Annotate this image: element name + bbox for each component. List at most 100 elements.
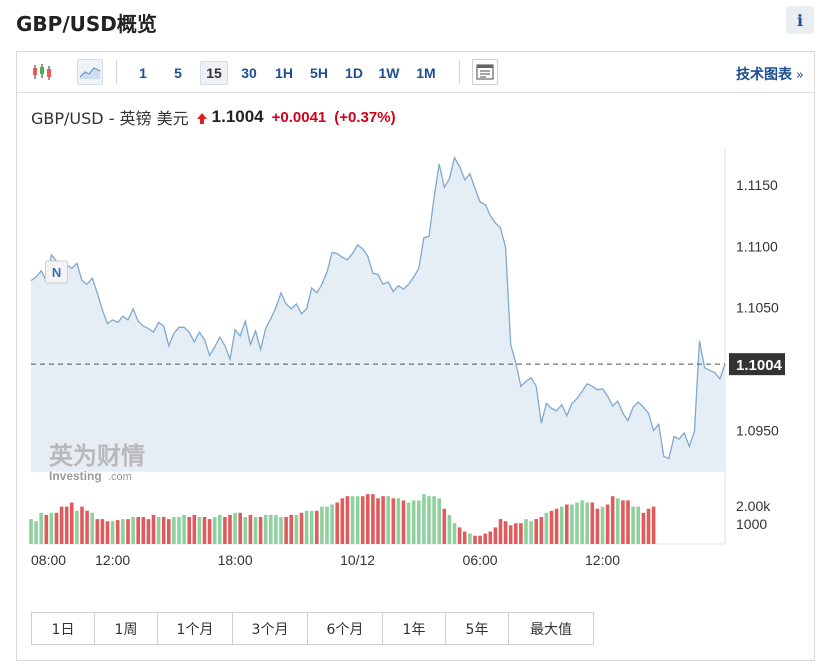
volume-bar xyxy=(360,496,365,544)
volume-bar xyxy=(590,502,595,544)
volume-bar xyxy=(279,517,283,544)
info-button[interactable]: i xyxy=(786,6,814,34)
volume-bar xyxy=(605,504,610,544)
volume-bar xyxy=(498,519,503,544)
volume-bar xyxy=(228,514,232,544)
quote-change: +0.0041 xyxy=(271,108,327,126)
volume-bar xyxy=(136,517,140,544)
volume-bar xyxy=(442,508,447,544)
volume-bar xyxy=(161,517,166,544)
range-button[interactable]: 3个月 xyxy=(233,613,308,644)
timeframe-button[interactable]: 1D xyxy=(345,65,363,81)
news-marker xyxy=(45,260,69,284)
volume-bar xyxy=(258,517,263,544)
quote-symbol: GBP/USD - 英镑 美元 xyxy=(31,109,189,128)
volume-bar xyxy=(34,521,38,544)
volume-bar xyxy=(248,514,253,544)
range-button[interactable]: 5年 xyxy=(446,613,509,644)
volume-bar xyxy=(126,519,130,544)
range-button[interactable]: 6个月 xyxy=(308,613,383,644)
volume-bar xyxy=(401,500,406,544)
x-tick-label: 08:00 xyxy=(31,552,66,568)
volume-bar xyxy=(151,514,156,544)
volume-bar xyxy=(575,502,579,544)
range-button[interactable]: 1周 xyxy=(95,613,158,644)
volume-bar xyxy=(651,506,656,544)
volume-bar xyxy=(320,506,324,544)
range-button[interactable]: 1年 xyxy=(383,613,446,644)
volume-bar xyxy=(289,514,293,544)
range-button[interactable]: 最大值 xyxy=(509,613,593,644)
volume-bar xyxy=(340,498,345,544)
volume-bar xyxy=(626,500,630,544)
volume-bar xyxy=(406,502,411,544)
x-tick-label: 12:00 xyxy=(585,552,620,568)
volume-bar xyxy=(49,512,54,544)
volume-bar xyxy=(549,510,554,544)
volume-bar xyxy=(115,520,120,544)
volume-bar xyxy=(621,500,625,544)
watermark-logo: 英为财情 xyxy=(49,442,145,470)
volume-bar xyxy=(90,512,94,544)
range-selector: 1日 1周 1个月 3个月 6个月 1年 5年 最大值 xyxy=(31,612,594,645)
timeframe-button[interactable]: 1W xyxy=(378,65,400,81)
timeframe-button[interactable]: 5 xyxy=(174,65,182,81)
volume-bar xyxy=(70,502,74,544)
volume-bar xyxy=(335,502,339,544)
volume-bar xyxy=(110,521,115,544)
timeframe-button[interactable]: 1 xyxy=(139,65,147,81)
volume-bar xyxy=(452,523,457,544)
technical-chart-label: 技术图表 xyxy=(736,67,793,83)
volume-bar xyxy=(253,517,258,544)
volume-bar xyxy=(514,523,518,544)
volume-bar xyxy=(274,514,278,544)
volume-bar xyxy=(182,514,186,544)
last-price-tag xyxy=(729,353,785,376)
volume-bar xyxy=(187,517,191,544)
volume-bar xyxy=(585,502,589,544)
volume-bar xyxy=(202,517,207,544)
volume-bar xyxy=(330,504,334,544)
x-tick-label: 06:00 xyxy=(463,552,498,568)
range-button[interactable]: 1个月 xyxy=(158,613,233,644)
volume-bar xyxy=(304,510,309,544)
volume-bar xyxy=(488,531,493,544)
page-title: GBP/USD概览 xyxy=(16,12,157,36)
timeframe-button[interactable]: 15 xyxy=(200,61,228,85)
volume-bar xyxy=(616,498,620,544)
volume-bar xyxy=(59,506,64,544)
volume-bar xyxy=(29,519,33,544)
volume-bar xyxy=(376,498,380,544)
quote-price: 1.1004 xyxy=(211,107,264,126)
candlestick-icon[interactable] xyxy=(29,59,55,85)
timeframe-button[interactable]: 1H xyxy=(275,65,293,81)
volume-bar xyxy=(447,514,452,544)
volume-bar xyxy=(595,508,600,544)
news-marker-label: N xyxy=(52,265,61,280)
volume-bar xyxy=(309,510,314,544)
volume-bar xyxy=(422,494,426,544)
x-tick-label: 10/12 xyxy=(340,552,375,568)
volume-bar xyxy=(238,512,242,544)
area-chart-icon[interactable] xyxy=(77,59,103,85)
volume-bar xyxy=(478,535,482,544)
volume-bar xyxy=(462,531,467,544)
timeframe-button[interactable]: 30 xyxy=(241,65,257,81)
range-button[interactable]: 1日 xyxy=(32,613,95,644)
timeframe-button[interactable]: 5H xyxy=(310,65,328,81)
volume-bar xyxy=(345,496,350,544)
volume-bar xyxy=(350,496,355,544)
y-tick-label: 1.1050 xyxy=(736,300,779,316)
volume-bar xyxy=(54,512,59,544)
volume-bar xyxy=(457,527,462,544)
volume-bar xyxy=(473,535,477,544)
timeframe-button[interactable]: 1M xyxy=(416,65,436,81)
volume-bar xyxy=(483,533,487,544)
technical-chart-link[interactable]: 技术图表» xyxy=(736,64,804,84)
y-tick-label: 1.1100 xyxy=(736,238,778,254)
volume-bar xyxy=(85,510,89,544)
volume-bar xyxy=(503,521,508,544)
layout-icon[interactable] xyxy=(472,59,498,85)
chart-toolbar: 1 5 15 30 1H 5H 1D 1W 1M 技术图表» xyxy=(17,52,814,93)
price-chart[interactable]: 1.0950 1.1050 1.1100 1.1150 1.1004 N 英为财情Inves… xyxy=(17,52,814,597)
